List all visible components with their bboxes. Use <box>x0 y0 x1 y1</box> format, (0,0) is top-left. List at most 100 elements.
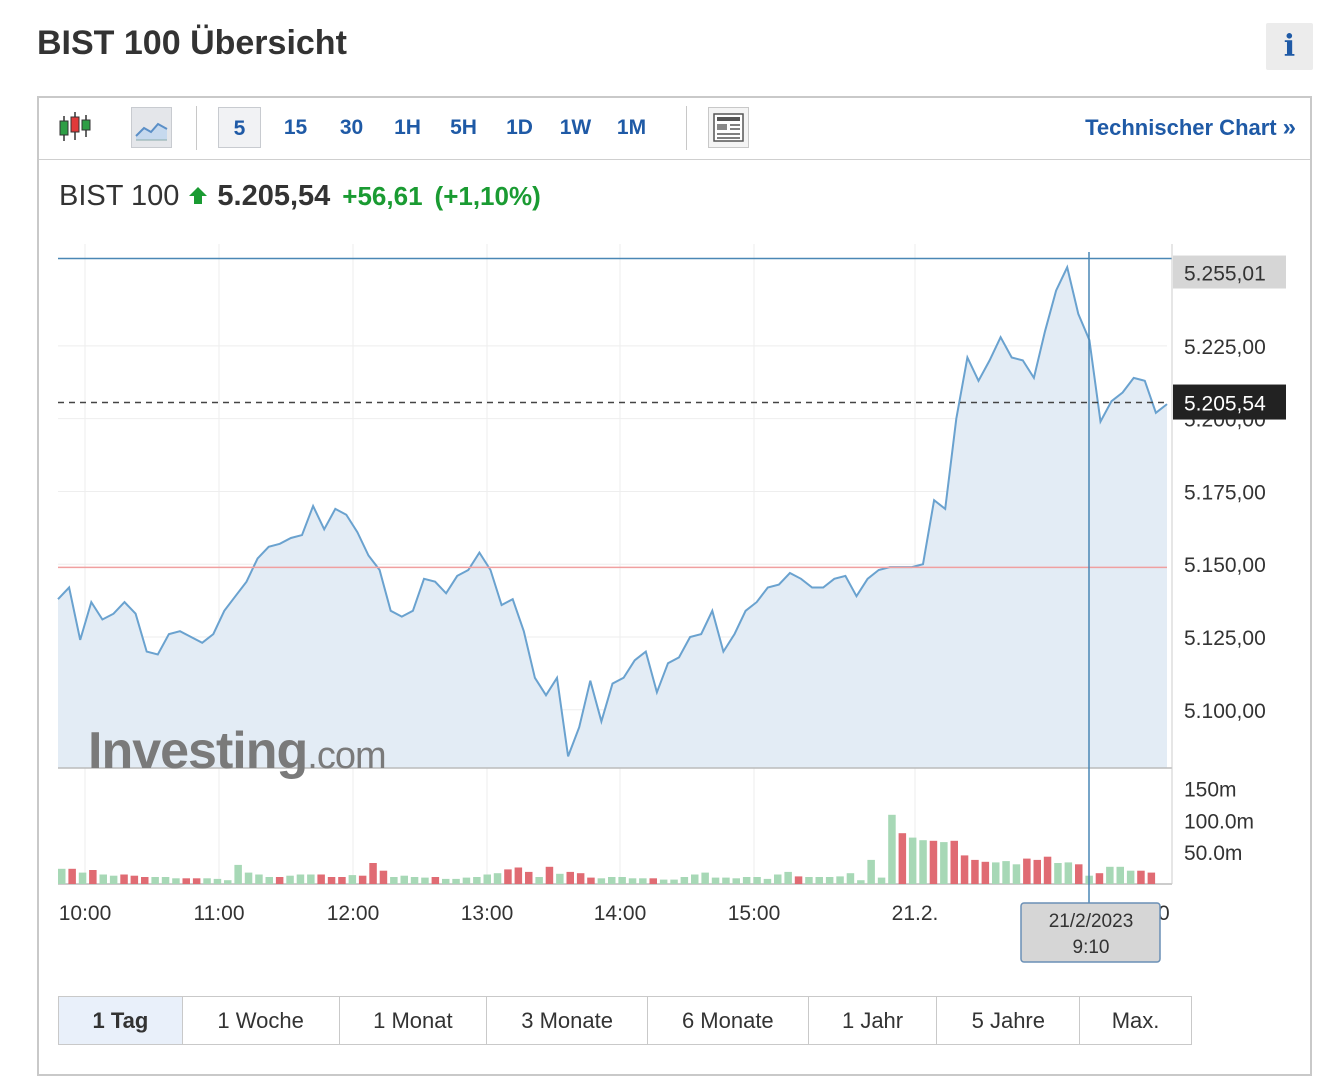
volume-bar <box>836 876 844 884</box>
volume-bar <box>203 878 211 884</box>
quote-price: 5.205,54 <box>217 180 331 212</box>
x-tick-label: 13:00 <box>461 902 514 925</box>
volume-bar <box>556 873 564 884</box>
volume-bar <box>711 877 720 884</box>
volume-bar <box>1002 861 1010 884</box>
range-1-monat[interactable]: 1 Monat <box>340 997 488 1044</box>
price-chart[interactable]: 5.100,005.125,005.150,005.175,005.200,00… <box>0 0 1323 990</box>
range-6-monate[interactable]: 6 Monate <box>648 997 809 1044</box>
volume-tick-label: 150m <box>1184 779 1237 802</box>
technical-chart-label: Technischer Chart <box>1085 115 1277 140</box>
last-price-label-box <box>1173 384 1286 420</box>
volume-bar <box>338 877 346 884</box>
volume-bar <box>172 878 180 884</box>
volume-bar <box>1075 864 1083 884</box>
volume-bar <box>545 866 554 884</box>
volume-bar <box>805 877 813 884</box>
volume-bar <box>846 873 855 884</box>
interval-1h[interactable]: 1H <box>394 116 421 139</box>
news-layout-icon[interactable] <box>708 107 749 148</box>
volume-bar <box>244 872 253 884</box>
range-1-jahr[interactable]: 1 Jahr <box>809 997 938 1044</box>
y-tick-label: 5.125,00 <box>1184 627 1266 650</box>
arrow-up-icon <box>189 187 208 204</box>
price-area <box>58 267 1167 768</box>
interval-5[interactable]: 5 <box>218 107 261 148</box>
volume-bar <box>109 875 118 884</box>
toolbar-separator <box>686 106 687 150</box>
crosshair-date: 21/2/2023 <box>1049 911 1134 932</box>
interval-1m[interactable]: 1M <box>616 116 647 139</box>
volume-bar <box>493 873 502 884</box>
volume-bar <box>234 864 242 884</box>
volume-bar <box>670 879 678 884</box>
area-chart-icon[interactable] <box>131 107 172 148</box>
range-max[interactable]: Max. <box>1111 1008 1160 1033</box>
volume-bar <box>213 878 222 884</box>
range-3-monate[interactable]: 3 Monate <box>487 997 648 1044</box>
range-selector: 1 Tag 1 Woche 1 Monat 3 Monate 6 Monate … <box>58 996 1192 1045</box>
range-1-tag[interactable]: 1 Tag <box>59 997 183 1044</box>
interval-5h[interactable]: 5H <box>450 116 477 139</box>
quote-change-percent: (+1,10%) <box>434 181 541 211</box>
volume-bar <box>815 877 823 884</box>
x-tick-label: 15:00 <box>728 902 781 925</box>
watermark-suffix: .com <box>307 735 385 777</box>
volume-bar <box>774 874 782 884</box>
volume-bar <box>1137 870 1145 884</box>
volume-bar <box>535 877 543 884</box>
volume-bar <box>784 871 792 884</box>
chart-panel: 5 15 30 1H 5H 1D 1W 1M Technischer Chart… <box>37 96 1312 1076</box>
volume-bar <box>504 869 512 884</box>
volume-bar <box>265 877 273 884</box>
volume-bar <box>649 878 657 884</box>
technical-chart-link[interactable]: Technischer Chart» <box>1085 114 1296 142</box>
volume-bar <box>483 874 491 884</box>
volume-bar <box>151 877 159 884</box>
info-button[interactable]: i <box>1266 23 1313 70</box>
volume-bar <box>317 874 325 884</box>
volume-bar <box>525 871 533 884</box>
volume-bar <box>722 877 730 884</box>
volume-bar <box>971 859 979 884</box>
interval-30[interactable]: 30 <box>339 116 364 139</box>
interval-15[interactable]: 15 <box>283 116 308 139</box>
volume-bar <box>421 877 429 884</box>
quote-change: +56,61 <box>342 181 423 211</box>
quote-name: BIST 100 <box>59 180 180 212</box>
volume-bar <box>950 840 958 884</box>
volume-bar <box>286 875 294 884</box>
volume-bar <box>919 840 927 884</box>
volume-bar <box>857 880 865 884</box>
volume-bar <box>224 880 232 884</box>
candlestick-icon[interactable] <box>55 107 96 148</box>
volume-bar <box>794 876 803 884</box>
volume-bar <box>358 875 367 884</box>
volume-bar <box>825 877 834 884</box>
volume-bar <box>639 878 647 884</box>
volume-bar <box>691 874 699 884</box>
volume-bar <box>1023 858 1031 884</box>
interval-1d[interactable]: 1D <box>506 116 533 139</box>
volume-bar <box>99 874 107 884</box>
x-tick-label: 10:00 <box>59 902 112 925</box>
volume-bar <box>1095 873 1104 884</box>
volume-bar <box>255 874 263 884</box>
volume-bar <box>369 863 377 884</box>
interval-1w[interactable]: 1W <box>559 116 592 139</box>
volume-bar <box>608 877 616 884</box>
volume-bar <box>379 870 388 884</box>
volume-bar <box>348 875 357 884</box>
range-1-woche[interactable]: 1 Woche <box>183 997 340 1044</box>
volume-bar <box>1126 870 1135 884</box>
volume-bar <box>120 874 128 884</box>
volume-bar <box>597 878 606 884</box>
page-title: BIST 100 Übersicht <box>37 24 347 62</box>
volume-bar <box>68 868 76 884</box>
volume-bar <box>1033 859 1041 884</box>
y-tick-label: 5.225,00 <box>1184 336 1266 359</box>
range-5-jahre[interactable]: 5 Jahre <box>937 997 1081 1044</box>
volume-bar <box>442 878 450 884</box>
toolbar-separator <box>196 106 197 150</box>
volume-bar <box>753 877 761 884</box>
